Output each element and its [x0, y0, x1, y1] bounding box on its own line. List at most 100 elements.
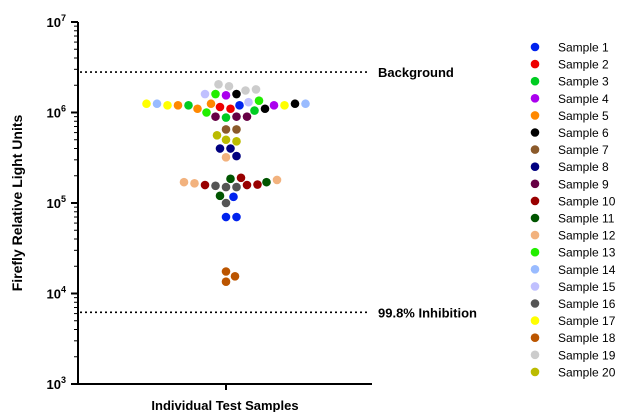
- data-point-sample-6: [290, 99, 300, 109]
- legend-marker-sample-6: [530, 128, 540, 137]
- legend-marker-sample-10: [530, 196, 540, 206]
- legend-label-sample-14: Sample 14: [558, 263, 616, 277]
- data-point-sample-6: [232, 89, 241, 99]
- data-point-sample-8: [215, 144, 225, 153]
- legend-label-sample-8: Sample 8: [558, 160, 609, 174]
- legend-marker-sample-7: [530, 145, 540, 154]
- legend-marker-sample-9: [530, 179, 540, 189]
- legend-marker-sample-8: [530, 162, 540, 171]
- legend-label-sample-2: Sample 2: [558, 58, 609, 72]
- reference-lines: Background 99.8% Inhibition: [80, 65, 477, 320]
- data-point-sample-18: [230, 271, 240, 281]
- data-point-sample-20: [212, 130, 222, 140]
- data-point-sample-16: [221, 182, 231, 192]
- data-point-sample-11: [226, 174, 235, 184]
- data-point-sample-20: [221, 135, 231, 145]
- data-point-sample-14: [152, 99, 162, 109]
- data-point-sample-18: [221, 267, 231, 276]
- data-point-sample-9: [211, 112, 220, 121]
- legend-marker-sample-16: [530, 299, 540, 308]
- legend-label-sample-3: Sample 3: [558, 75, 609, 89]
- data-point-sample-12: [190, 179, 199, 188]
- legend-label-sample-5: Sample 5: [558, 109, 609, 123]
- data-point-sample-10: [253, 180, 262, 189]
- data-point-sample-2: [226, 104, 235, 114]
- legend-label-sample-1: Sample 1: [558, 41, 609, 55]
- legend-marker-sample-20: [530, 367, 540, 377]
- legend-label-sample-9: Sample 9: [558, 177, 609, 191]
- data-point-sample-5: [206, 99, 216, 109]
- legend-label-sample-10: Sample 10: [558, 194, 616, 208]
- data-point-sample-12: [272, 175, 282, 185]
- data-point-sample-16: [211, 181, 220, 191]
- data-point-sample-2: [215, 102, 225, 112]
- legend-label-sample-19: Sample 19: [558, 348, 616, 362]
- legend-marker-sample-5: [530, 111, 540, 120]
- data-point-sample-4: [269, 101, 279, 110]
- data-point-sample-3: [184, 101, 193, 110]
- data-point-sample-11: [262, 177, 271, 187]
- legend-marker-sample-19: [530, 350, 540, 360]
- reference-line-label: 99.8% Inhibition: [378, 305, 477, 320]
- data-point-sample-3: [221, 113, 231, 122]
- data-point-sample-10: [236, 173, 246, 183]
- data-point-sample-19: [214, 79, 223, 89]
- data-point-sample-13: [254, 96, 264, 106]
- data-point-sample-9: [232, 112, 241, 121]
- legend-marker-sample-14: [530, 265, 540, 274]
- legend-label-sample-7: Sample 7: [558, 143, 609, 157]
- data-point-sample-9: [242, 112, 252, 121]
- x-axis-label: Individual Test Samples: [151, 398, 298, 412]
- legend-label-sample-6: Sample 6: [558, 126, 609, 140]
- legend-label-sample-4: Sample 4: [558, 92, 609, 106]
- legend-label-sample-12: Sample 12: [558, 229, 616, 243]
- data-point-sample-7: [232, 125, 241, 134]
- legend-marker-sample-12: [530, 230, 540, 240]
- legend-marker-sample-15: [530, 282, 540, 291]
- data-point-sample-16: [232, 182, 241, 192]
- legend-marker-sample-18: [530, 333, 540, 343]
- reference-line-label: Background: [378, 65, 454, 80]
- legend-label-sample-18: Sample 18: [558, 331, 616, 345]
- data-point-sample-17: [280, 101, 289, 110]
- data-point-sample-19: [224, 81, 234, 91]
- data-point-sample-4: [221, 90, 231, 100]
- data-point-sample-13: [202, 108, 211, 117]
- data-point-sample-5: [173, 101, 183, 110]
- data-point-sample-13: [211, 89, 220, 99]
- data-point-sample-11: [215, 191, 225, 201]
- legend-label-sample-15: Sample 15: [558, 280, 616, 294]
- data-point-sample-6: [260, 104, 270, 114]
- data-point-sample-7: [221, 125, 231, 134]
- axes: 103 104 105 106 107 Firefly Relative Light Un…: [9, 13, 372, 412]
- y-tick-label: 105: [47, 194, 66, 211]
- legend-marker-sample-1: [530, 42, 540, 52]
- data-point-sample-8: [226, 144, 235, 153]
- data-point-sample-1: [232, 212, 241, 222]
- legend-marker-sample-4: [530, 94, 540, 103]
- y-tick-label: 104: [47, 285, 66, 302]
- data-point-sample-14: [301, 99, 310, 109]
- legend-marker-sample-17: [530, 316, 540, 325]
- legend: Sample 1 Sample 2 Sample 3 Sample 4 Sample 5…: [530, 41, 616, 379]
- data-point-sample-18: [221, 277, 231, 287]
- data-point-sample-1: [235, 101, 244, 110]
- data-point-sample-5: [193, 104, 202, 114]
- data-point-sample-1: [229, 192, 238, 202]
- y-tick-label: 103: [47, 375, 66, 392]
- y-tick-label: 106: [47, 104, 66, 121]
- data-point-sample-15: [244, 97, 253, 107]
- legend-marker-sample-3: [530, 76, 540, 86]
- data-point-sample-8: [232, 151, 241, 161]
- data-point-sample-12: [179, 177, 189, 187]
- data-point-sample-12: [221, 152, 231, 162]
- data-point-sample-16: [221, 198, 231, 208]
- data-point-sample-19: [241, 86, 250, 95]
- data-points: [142, 79, 310, 287]
- legend-marker-sample-13: [530, 247, 540, 257]
- data-point-sample-17: [142, 99, 151, 109]
- data-point-sample-10: [200, 180, 210, 190]
- data-point-sample-3: [250, 106, 259, 115]
- data-point-sample-20: [232, 137, 241, 146]
